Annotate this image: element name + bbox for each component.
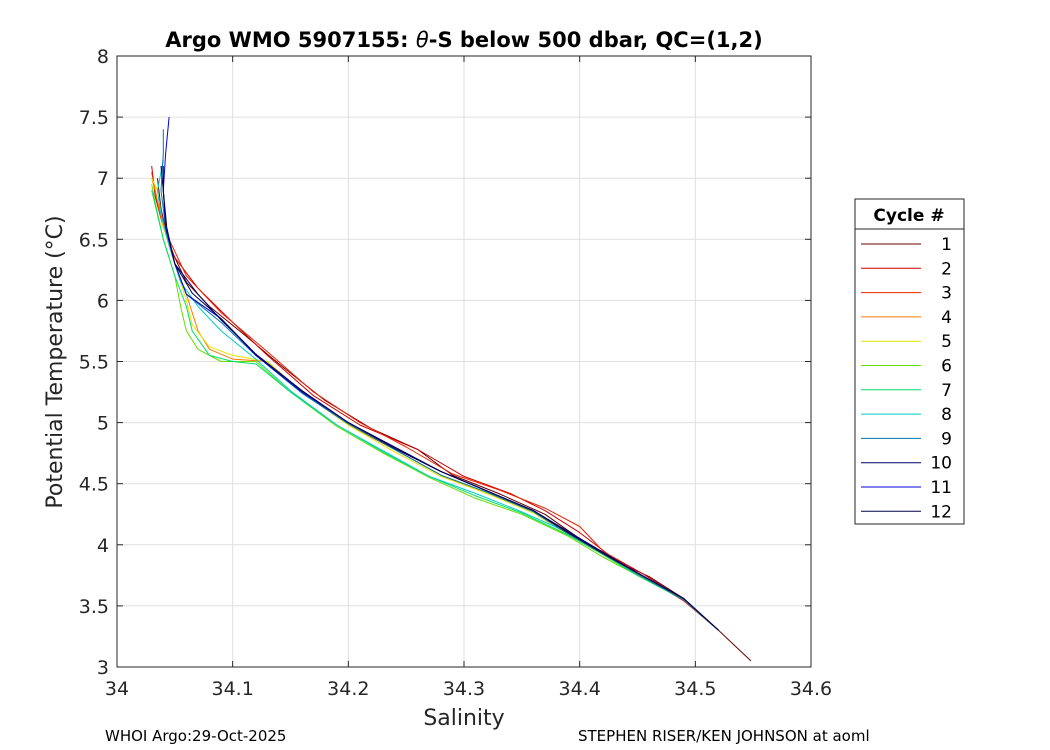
y-tick-label: 4.5 <box>79 474 109 496</box>
series-lines <box>151 117 752 662</box>
legend-label-cycle-3: 3 <box>941 284 952 304</box>
x-tick-label: 34.6 <box>790 678 832 700</box>
chart-title: Argo WMO 5907155: θ-S below 500 dbar, QC… <box>165 28 762 52</box>
y-tick-label: 3 <box>97 657 109 679</box>
legend-label-cycle-11: 11 <box>930 478 952 498</box>
y-tick-label: 6.5 <box>79 229 109 251</box>
series-line-cycle-10 <box>160 165 719 631</box>
series-line-cycle-9 <box>160 129 719 631</box>
title-prefix: Argo WMO 5907155: <box>165 28 416 52</box>
legend-label-cycle-4: 4 <box>941 308 952 328</box>
series-line-cycle-2 <box>151 165 719 631</box>
y-tick-label: 7 <box>97 168 109 190</box>
legend-label-cycle-6: 6 <box>941 357 952 377</box>
series-line-cycle-11 <box>162 117 719 631</box>
title-theta: θ <box>416 28 429 52</box>
legend-label-cycle-2: 2 <box>941 259 952 279</box>
y-tick-label: 4 <box>97 535 109 557</box>
series-line-cycle-5 <box>151 177 719 631</box>
y-tick-label: 5 <box>97 413 109 435</box>
legend-label-cycle-1: 1 <box>941 235 952 255</box>
x-tick-label: 34.1 <box>212 678 254 700</box>
y-tick-label: 3.5 <box>79 596 109 618</box>
legend-label-cycle-5: 5 <box>941 332 952 352</box>
legend-label-cycle-12: 12 <box>930 502 952 522</box>
legend-label-cycle-8: 8 <box>941 405 952 425</box>
series-line-cycle-6 <box>151 184 719 631</box>
legend-label-cycle-10: 10 <box>930 454 952 474</box>
y-axis-label: Potential Temperature (°C) <box>43 215 68 508</box>
legend-title: Cycle # <box>873 206 944 226</box>
x-tick-label: 34.5 <box>674 678 716 700</box>
legend-label-cycle-9: 9 <box>941 429 952 449</box>
title-suffix: -S below 500 dbar, QC=(1,2) <box>429 28 763 52</box>
x-tick-label: 34.4 <box>559 678 601 700</box>
y-tick-label: 7.5 <box>79 107 109 129</box>
axis-ticks: 34 34.1 34.2 34.3 34.4 34.5 34.6 3 3.5 4 4.5 5 5.5 6 6… <box>79 46 832 700</box>
x-tick-label: 34.3 <box>443 678 485 700</box>
x-axis-label: Salinity <box>423 706 504 731</box>
y-tick-label: 6 <box>97 290 109 312</box>
x-tick-label: 34 <box>105 678 129 700</box>
series-line-cycle-4 <box>151 178 719 631</box>
x-tick-label: 34.2 <box>327 678 369 700</box>
series-line-cycle-12 <box>162 166 719 631</box>
y-tick-label: 8 <box>97 46 109 68</box>
series-line-cycle-8 <box>157 159 719 631</box>
series-line-cycle-3 <box>151 172 719 631</box>
legend-box <box>854 198 965 525</box>
series-line-cycle-7 <box>151 190 719 631</box>
y-tick-label: 5.5 <box>79 352 109 374</box>
legend-label-cycle-7: 7 <box>941 381 952 401</box>
footer-left: WHOI Argo:29-Oct-2025 <box>105 727 286 745</box>
footer-right: STEPHEN RISER/KEN JOHNSON at aoml <box>578 727 870 745</box>
